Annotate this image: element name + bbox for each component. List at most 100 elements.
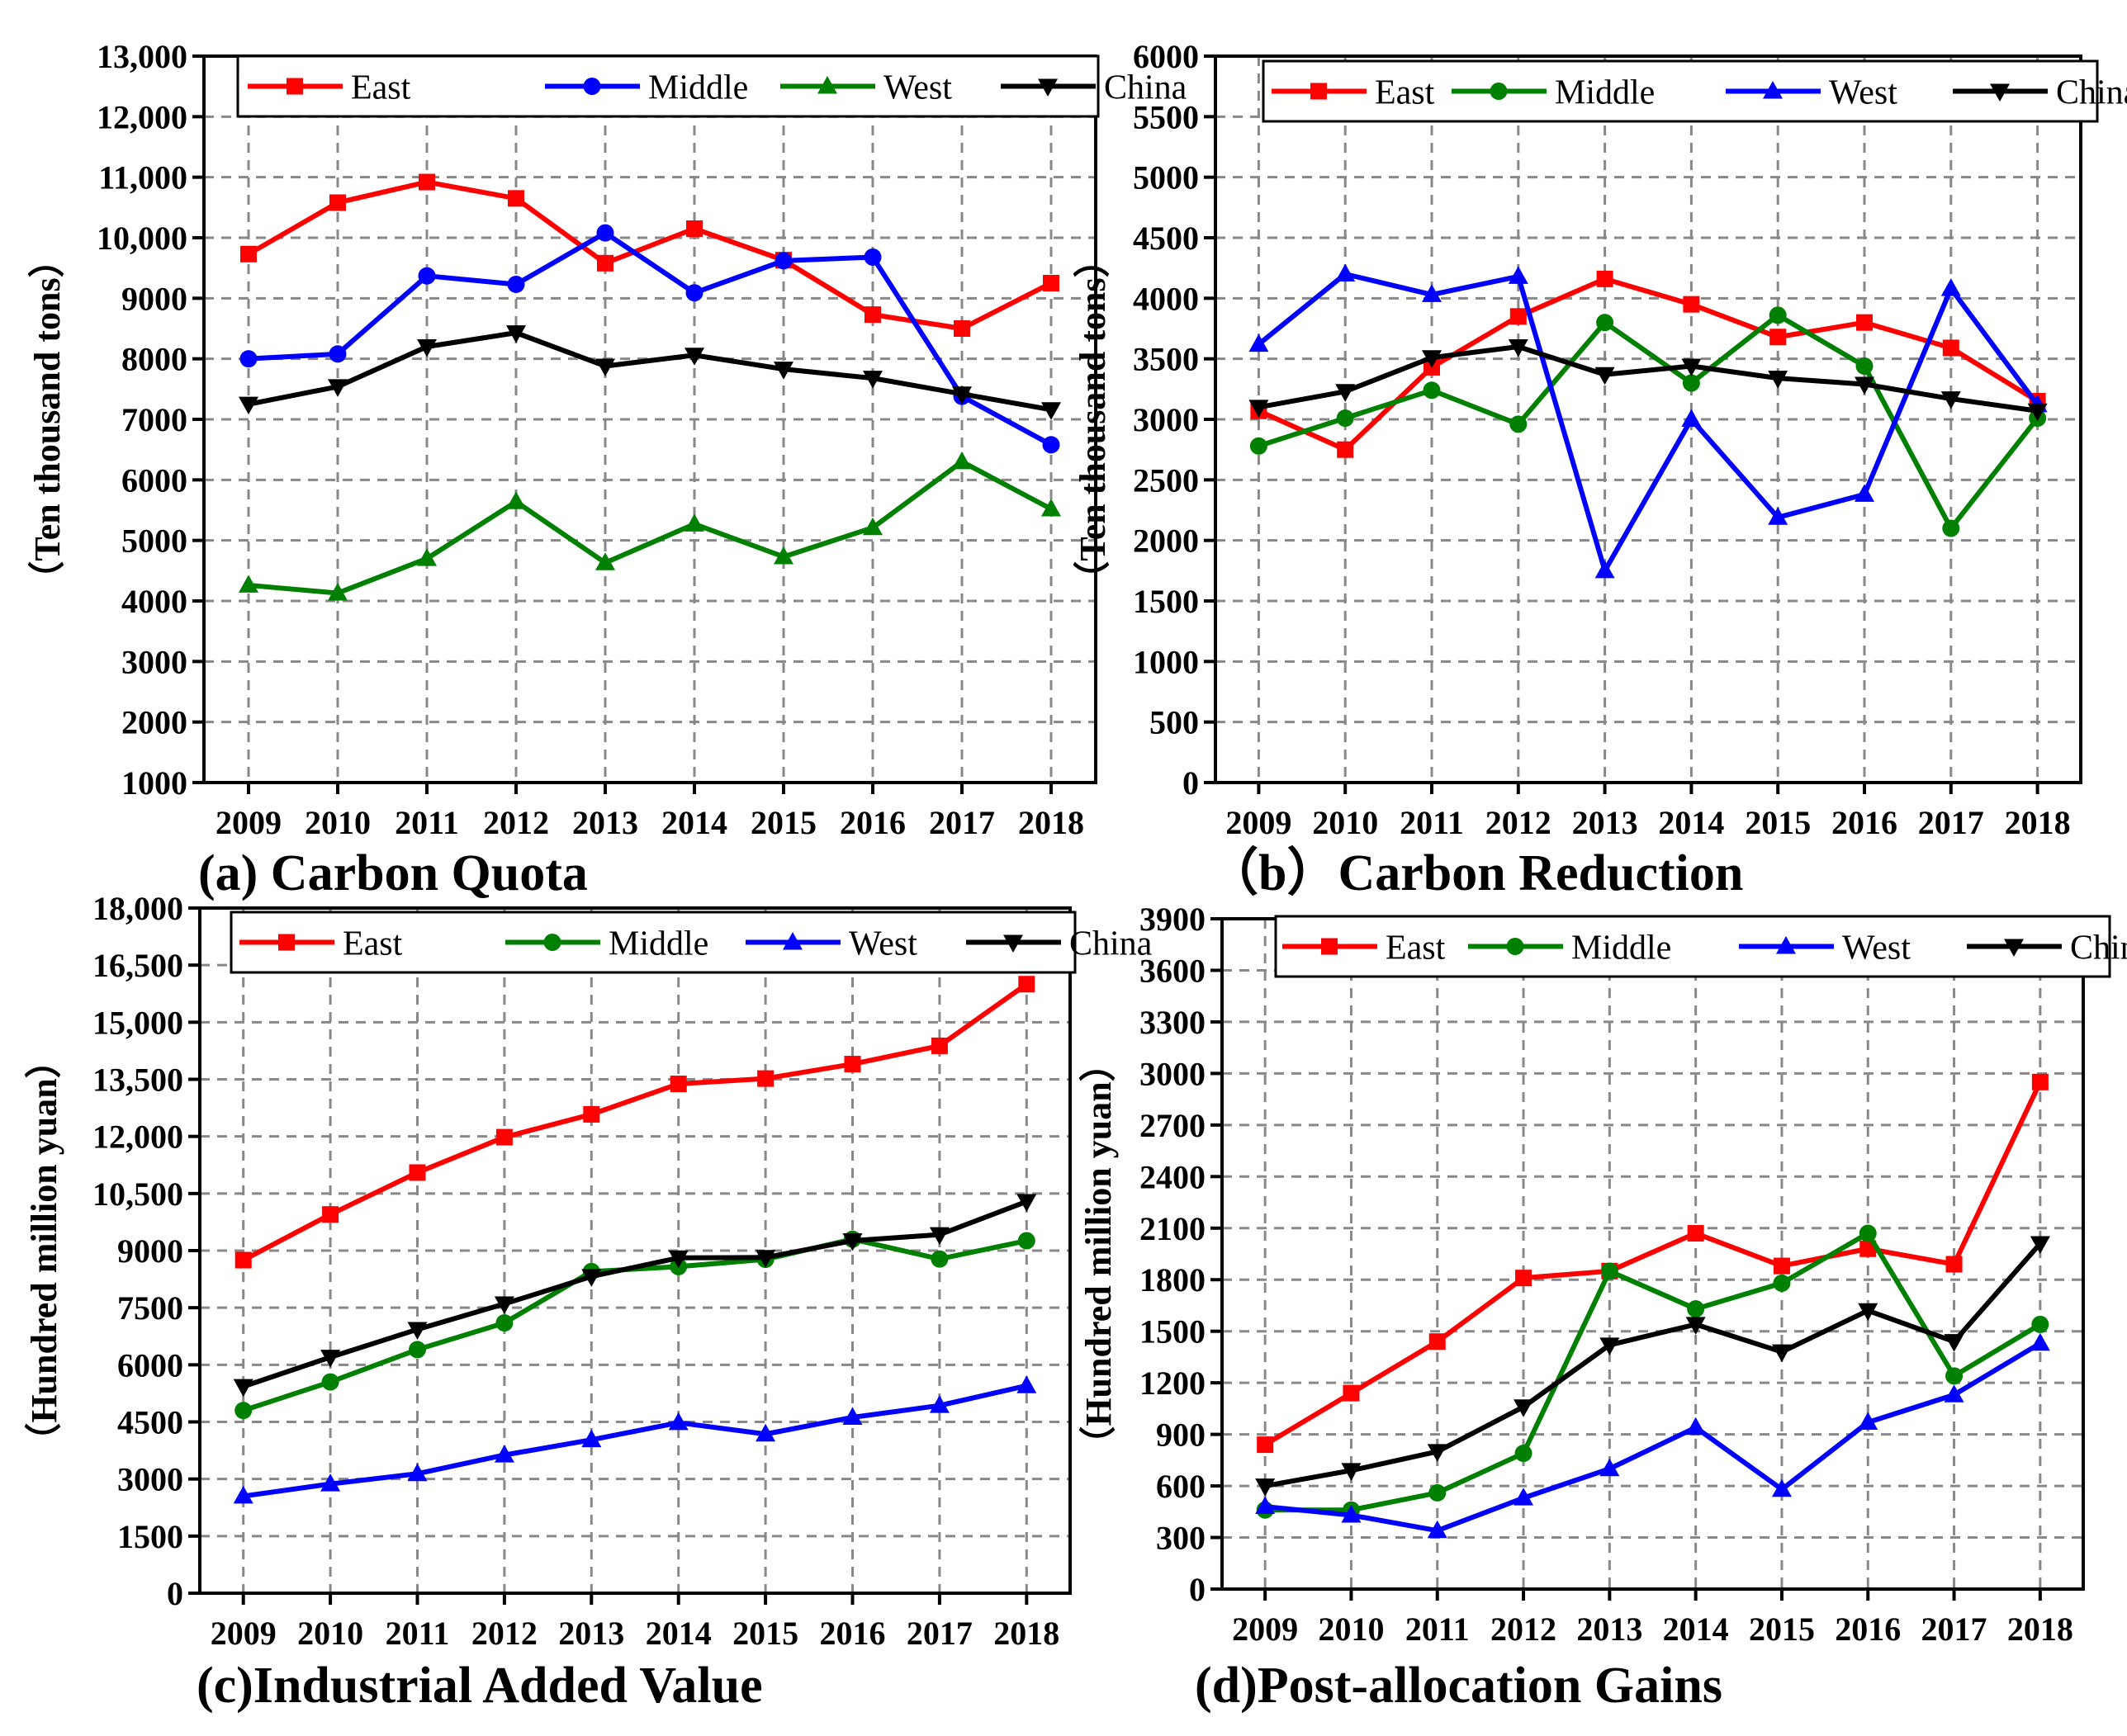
series-west: [233, 1375, 1037, 1504]
y-tick-label-4: 6000: [117, 1346, 183, 1384]
data-point-china-2012: [506, 325, 526, 343]
series-china: [1248, 339, 2048, 422]
legend-label-west: West: [849, 925, 917, 963]
data-point-middle-2013: [1600, 1262, 1618, 1280]
data-point-east-2018: [2031, 1073, 2049, 1090]
series-line-east: [242, 982, 1029, 1263]
data-point-west-2013: [595, 552, 615, 570]
series-line-china: [248, 330, 1052, 413]
x-tick-label-8: 2017: [1918, 804, 1984, 841]
y-tick-label-1: 1500: [117, 1518, 183, 1555]
data-point-china-2017: [1940, 391, 1961, 409]
data-point-china-2011: [1427, 1444, 1447, 1462]
y-tick-label-5: 6000: [121, 461, 187, 499]
y-tick-label-1: 300: [1156, 1520, 1206, 1557]
x-tick-label-1: 2010: [1312, 804, 1378, 841]
data-point-china-2009: [239, 396, 258, 415]
y-tick-label-6: 1800: [1139, 1261, 1206, 1298]
x-tick-label-2: 2011: [395, 804, 459, 841]
series-line-china: [242, 1199, 1028, 1389]
y-tick-label-4: 5000: [121, 523, 187, 560]
data-point-middle-2012: [495, 1314, 514, 1332]
data-point-west-2016: [863, 517, 883, 536]
x-tick-label-6: 2015: [1749, 1611, 1815, 1648]
legend-label-middle: Middle: [648, 69, 748, 107]
series-east: [234, 976, 1035, 1269]
data-point-china-2010: [1341, 1463, 1362, 1481]
data-point-west-2012: [1508, 266, 1528, 284]
data-point-middle-2015: [775, 252, 793, 270]
data-point-east-2013: [597, 254, 613, 272]
data-point-west-2010: [328, 582, 348, 601]
data-point-west-2015: [756, 1423, 776, 1442]
legend-label-east: East: [1375, 74, 1435, 112]
x-tick-label-7: 2016: [1835, 1611, 1901, 1648]
data-point-middle-2014: [685, 284, 703, 302]
data-point-china-2012: [494, 1296, 514, 1315]
data-point-china-2009: [1255, 1478, 1276, 1497]
y-tick-label-10: 3000: [1139, 1055, 1206, 1092]
x-tick-label-7: 2016: [840, 804, 906, 841]
legend-label-middle: Middle: [1555, 74, 1655, 112]
data-point-east-2015: [757, 1070, 775, 1087]
y-tick-label-2: 3000: [117, 1461, 183, 1498]
y-tick-label-8: 2400: [1139, 1158, 1206, 1195]
series-middle: [1249, 306, 2047, 537]
series-line-east: [1258, 276, 2039, 452]
series-china: [1255, 1236, 2050, 1497]
data-point-china-2013: [581, 1269, 602, 1287]
legend: East Middle West China: [236, 54, 1187, 118]
data-point-west-2016: [1858, 1412, 1878, 1431]
data-point-west-2012: [494, 1445, 514, 1463]
data-point-east-2010: [1343, 1384, 1360, 1402]
data-point-middle-2014: [1682, 374, 1700, 392]
x-tick-label-2: 2011: [386, 1615, 450, 1652]
data-point-east-2016: [865, 306, 881, 324]
y-tick-label-0: 1000: [121, 764, 187, 802]
data-point-china-2015: [756, 1250, 776, 1268]
legend-marker-east: [278, 934, 295, 951]
series-line-china: [1258, 344, 2039, 414]
y-axis-title: （Ten thousand tons）: [27, 241, 68, 597]
data-point-east-2017: [1942, 339, 1959, 357]
x-tick-label-0: 2009: [1232, 1611, 1298, 1648]
legend-marker-west: [1763, 81, 1783, 99]
data-point-west-2018: [1041, 499, 1061, 517]
x-tick-label-6: 2015: [751, 804, 817, 841]
data-point-east-2016: [1856, 314, 1873, 331]
x-tick-label-4: 2013: [558, 1615, 624, 1652]
data-point-china-2011: [407, 1322, 428, 1340]
x-tick-label-3: 2012: [1485, 804, 1551, 841]
y-tick-label-0: 0: [1189, 1571, 1206, 1608]
data-point-west-2017: [1940, 278, 1961, 296]
series-middle: [1256, 1224, 2049, 1519]
data-point-east-2010: [322, 1206, 339, 1223]
data-point-middle-2015: [1773, 1274, 1791, 1292]
data-point-china-2009: [1248, 400, 1269, 418]
data-point-middle-2016: [864, 248, 882, 266]
data-point-china-2015: [1768, 371, 1788, 389]
series-east: [1250, 270, 2046, 458]
x-tick-label-8: 2017: [929, 804, 995, 841]
data-point-china-2014: [1681, 358, 1702, 376]
x-tick-label-9: 2018: [993, 1615, 1059, 1652]
data-point-china-2011: [417, 339, 437, 357]
x-tick-label-6: 2015: [1745, 804, 1811, 841]
series-west: [1248, 263, 2048, 579]
legend-marker-middle: [583, 78, 601, 95]
x-tick-label-4: 2013: [1576, 1611, 1642, 1648]
data-point-east-2009: [1257, 1436, 1274, 1454]
data-point-west-2016: [842, 1407, 863, 1425]
y-tick-label-5: 7500: [117, 1289, 183, 1327]
data-point-west-2011: [417, 548, 437, 566]
data-point-east-2011: [1428, 1333, 1446, 1350]
y-tick-label-2: 600: [1156, 1468, 1206, 1505]
panel-caption: (d)Post-allocation Gains: [1195, 1658, 1722, 1714]
data-point-west-2018: [1016, 1375, 1037, 1393]
series-line-west: [1264, 1341, 2042, 1534]
data-point-middle-2010: [321, 1373, 339, 1391]
data-point-middle-2010: [329, 345, 347, 363]
data-point-east-2010: [1337, 441, 1354, 458]
x-tick-label-3: 2012: [483, 804, 549, 841]
data-point-china-2016: [863, 371, 883, 389]
